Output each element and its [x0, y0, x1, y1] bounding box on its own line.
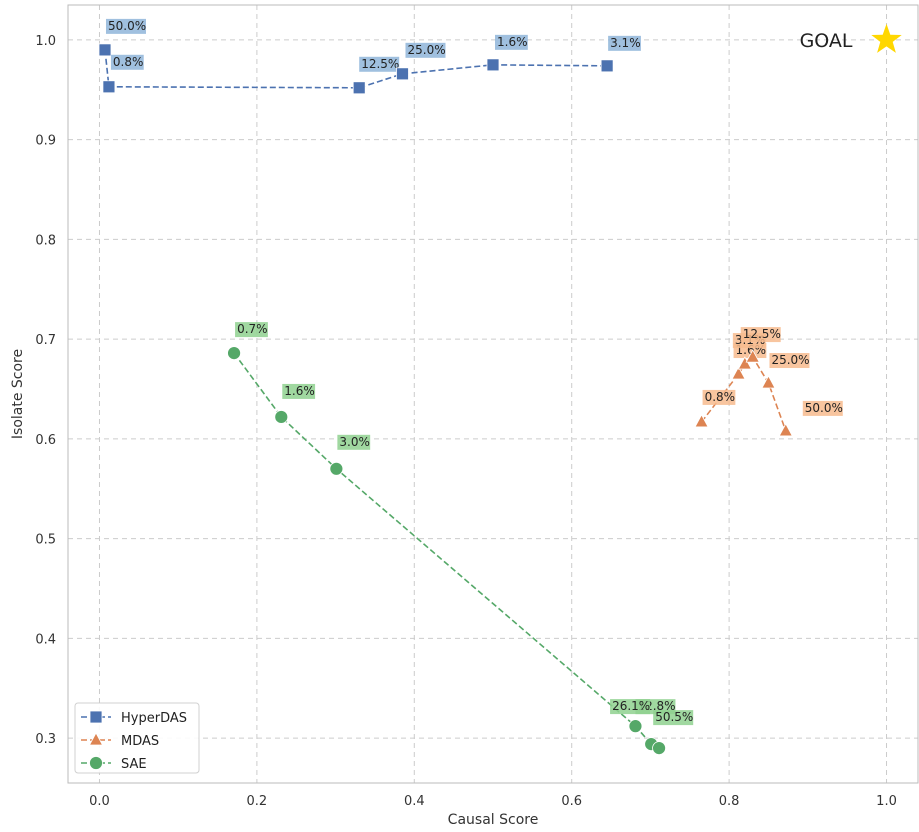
data-point — [600, 59, 614, 73]
legend-label: HyperDAS — [121, 711, 187, 726]
y-tick-label: 0.5 — [35, 533, 56, 548]
y-tick-label: 0.4 — [35, 632, 56, 647]
data-label-box — [359, 56, 400, 72]
data-point — [761, 375, 776, 389]
y-tick-label: 0.9 — [35, 134, 56, 149]
legend-label: MDAS — [121, 734, 159, 749]
data-label-box — [110, 54, 144, 70]
data-label: 0.8% — [705, 390, 736, 404]
data-label-box — [653, 710, 694, 726]
legend: HyperDAS MDAS SAE — [74, 702, 200, 774]
tick-labels: 0.0 0.2 0.4 0.6 0.8 1.0 0.3 0.4 0.5 0.6 0.7 0.8 0.9 1… — [35, 34, 897, 809]
x-axis-title: Causal Score — [448, 812, 539, 828]
data-point — [737, 356, 753, 370]
data-label-box — [235, 322, 268, 338]
grid — [68, 5, 918, 783]
data-label: 26.1% — [612, 699, 650, 713]
y-tick-label: 1.0 — [35, 34, 56, 49]
data-label: 1.6% — [284, 384, 315, 398]
data-label: 25.0% — [771, 353, 809, 367]
data-label: 0.8% — [113, 55, 144, 69]
data-point — [486, 58, 500, 72]
y-tick-label: 0.3 — [35, 732, 56, 747]
data-label: 50.5% — [655, 710, 693, 724]
series-layer: 50.0%0.8%12.5%25.0%1.6%3.1%0.8%1.6%3.1%1… — [98, 18, 843, 755]
data-point — [652, 741, 666, 755]
series-line — [233, 352, 660, 749]
x-tick-label: 0.0 — [89, 794, 110, 809]
data-point — [329, 461, 344, 476]
data-point — [778, 423, 793, 437]
data-label: 25.0% — [407, 43, 445, 57]
x-tick-label: 0.4 — [404, 794, 425, 809]
data-label-box — [702, 389, 736, 405]
data-label-box — [495, 34, 528, 50]
data-point — [396, 67, 409, 81]
data-label: 12.5% — [361, 57, 399, 71]
data-label: 3.0% — [339, 435, 370, 449]
series-mdas: 0.8%1.6%3.1%12.5%25.0%50.0% — [694, 327, 843, 437]
y-tick-label: 0.6 — [35, 433, 56, 448]
legend-marker — [89, 710, 103, 724]
data-label: 50.0% — [805, 401, 843, 415]
data-point — [694, 414, 709, 428]
legend-box — [74, 702, 200, 774]
data-point — [102, 80, 116, 94]
data-point — [628, 719, 643, 734]
data-label-box — [802, 400, 843, 416]
x-tick-label: 1.0 — [876, 794, 897, 809]
legend-label: SAE — [121, 757, 147, 772]
data-point — [274, 410, 289, 424]
y-axis-title: Isolate Score — [10, 349, 26, 439]
data-point — [98, 43, 112, 57]
legend-item-hyperdas: HyperDAS — [81, 710, 187, 726]
y-tick-label: 0.8 — [35, 233, 56, 248]
data-label: 3.1% — [610, 36, 641, 50]
data-label: 50.0% — [108, 19, 146, 33]
data-label-box — [105, 18, 146, 34]
data-label-box — [610, 699, 651, 715]
data-label: 1.6% — [497, 35, 528, 49]
data-label-box — [337, 434, 371, 450]
legend-marker — [88, 732, 104, 746]
data-label-box — [608, 35, 641, 51]
legend-item-sae: SAE — [81, 756, 147, 772]
data-label-box — [769, 353, 810, 369]
goal-annotation: GOAL — [800, 23, 902, 53]
x-tick-label: 0.6 — [561, 794, 582, 809]
data-point — [352, 81, 366, 95]
x-tick-label: 0.2 — [247, 794, 268, 809]
data-label-box — [405, 42, 446, 58]
series-sae: 0.7%1.6%3.0%12.8%50.5%26.1% — [227, 322, 694, 755]
y-tick-label: 0.7 — [35, 333, 56, 348]
data-label: 0.7% — [237, 322, 268, 336]
plot-frame — [67, 4, 919, 784]
goal-label: GOAL — [800, 30, 853, 52]
x-tick-label: 0.8 — [719, 794, 740, 809]
goal-star-icon — [871, 23, 902, 53]
data-point — [745, 349, 760, 363]
data-label-box — [740, 327, 781, 343]
data-point — [731, 366, 746, 380]
legend-marker — [89, 756, 103, 770]
data-label-box — [282, 383, 316, 399]
legend-item-mdas: MDAS — [81, 732, 159, 749]
data-point — [227, 346, 241, 361]
series-hyperdas: 50.0% 0.8% 12.5% 25.0% 1.6% 3.1% — [98, 18, 641, 95]
data-label: 12.5% — [743, 327, 781, 341]
